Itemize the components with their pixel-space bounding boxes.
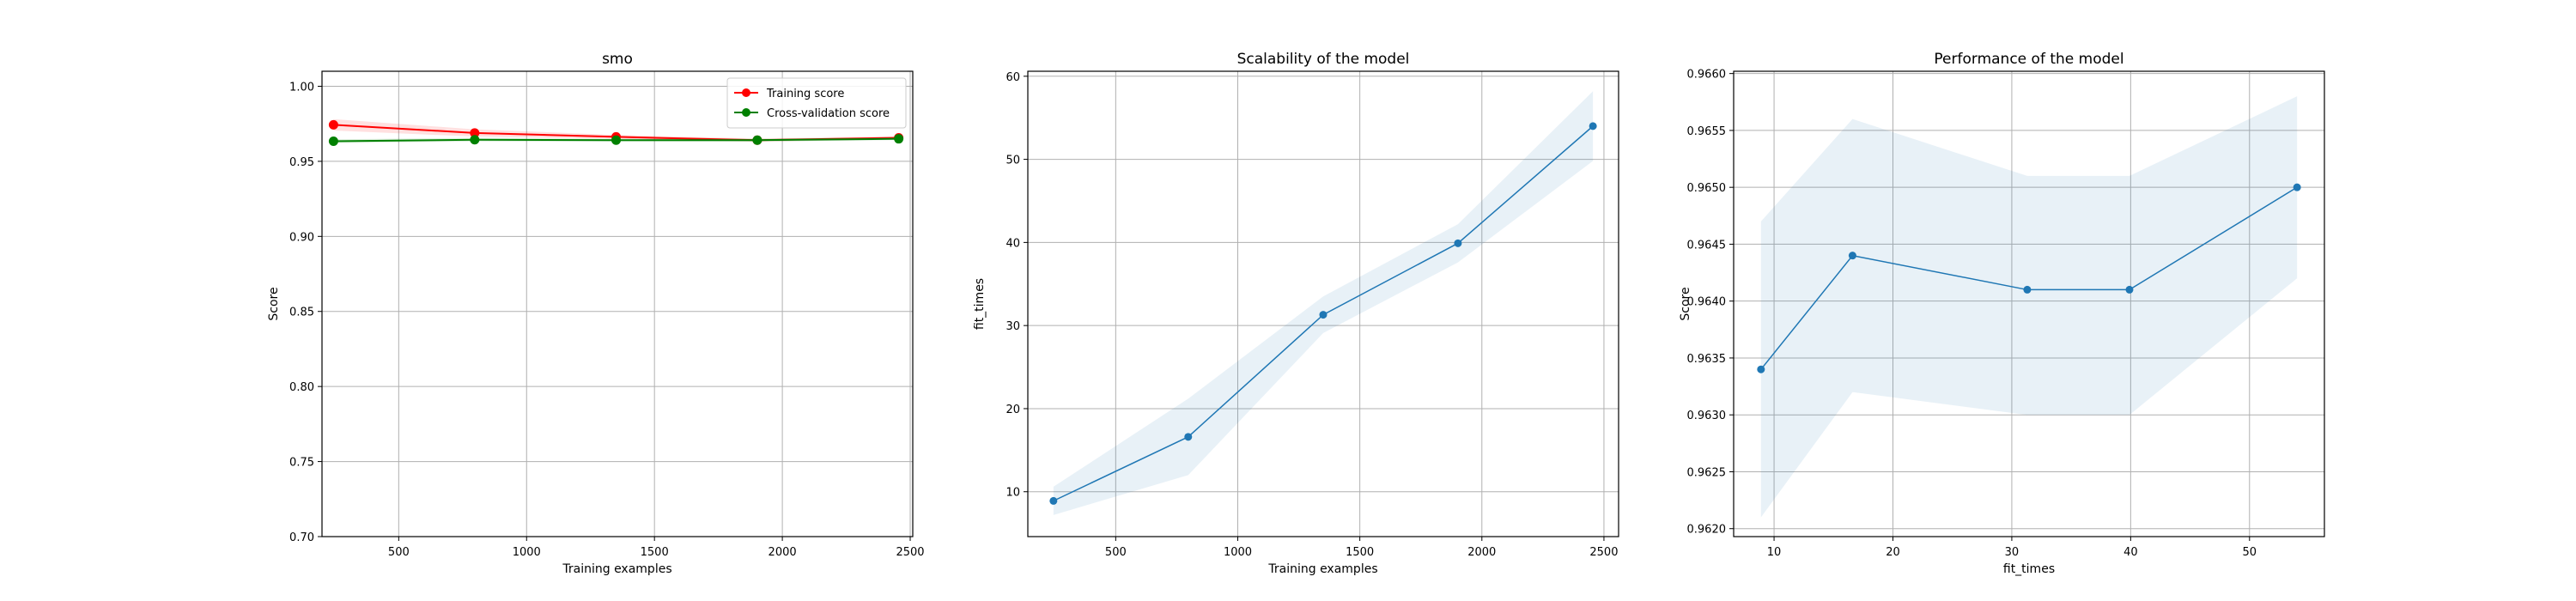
legend: Training score Cross-validation score xyxy=(726,77,907,129)
y-tick-label: 0.75 xyxy=(289,457,314,470)
x-tick-label: 2000 xyxy=(1467,546,1496,559)
data-point xyxy=(894,134,904,144)
y-tick-label: 0.9635 xyxy=(1687,353,1727,366)
plot-area xyxy=(1734,71,2324,537)
data-point xyxy=(752,135,762,145)
data-point xyxy=(328,136,338,146)
series-band xyxy=(1053,91,1594,515)
data-point xyxy=(1049,496,1058,505)
y-axis-label: Score xyxy=(1679,287,1692,320)
legend-marker xyxy=(742,108,750,117)
y-tick-label: 1.00 xyxy=(289,81,314,94)
y-tick-label: 0.9640 xyxy=(1687,296,1727,309)
y-tick-label: 0.9630 xyxy=(1687,410,1727,422)
x-tick-label: 2500 xyxy=(1589,546,1618,559)
data-point xyxy=(2125,285,2134,294)
chart-title: Performance of the model xyxy=(1934,51,2123,68)
data-point xyxy=(328,119,338,130)
y-tick-label: 50 xyxy=(1005,155,1020,167)
plots: 500 1000 1500 2000 2500 0.70 0.75 0.80 0.85 0.90 0… xyxy=(267,51,2325,576)
x-tick-label: 1500 xyxy=(641,546,669,559)
axes-frame xyxy=(1027,70,1619,537)
legend-label: Training score xyxy=(766,88,844,100)
data-point xyxy=(1454,239,1462,247)
data-point xyxy=(1848,252,1856,260)
data-point xyxy=(2023,285,2032,294)
x-tick-label: 50 xyxy=(2243,546,2257,559)
data-point xyxy=(470,128,480,138)
y-tick-label: 0.9620 xyxy=(1687,524,1727,537)
data-point xyxy=(1757,365,1765,373)
legend-box xyxy=(726,77,907,129)
x-axis-label: Training examples xyxy=(1267,562,1377,576)
axes-frame xyxy=(321,70,914,537)
x-tick-label: 1000 xyxy=(1224,546,1252,559)
data-point xyxy=(470,135,480,145)
x-tick-label: 500 xyxy=(388,546,410,559)
x-axis-label: fit_times xyxy=(2003,562,2055,576)
y-tick-label: 30 xyxy=(1005,320,1020,333)
chart-title: smo xyxy=(602,51,633,68)
y-tick-label: 0.95 xyxy=(289,156,314,169)
y-tick-label: 0.9650 xyxy=(1687,182,1727,195)
x-tick-label: 20 xyxy=(1886,546,1900,559)
data-point xyxy=(611,135,622,145)
data-point xyxy=(1184,433,1193,441)
legend-label: Cross-validation score xyxy=(767,107,890,120)
y-tick-label: 60 xyxy=(1005,71,1020,84)
x-tick-label: 1500 xyxy=(1346,546,1374,559)
x-tick-label: 1000 xyxy=(513,546,541,559)
y-tick-label: 40 xyxy=(1005,237,1020,250)
plot-area xyxy=(1028,71,1619,537)
y-tick-label: 10 xyxy=(1005,487,1020,500)
x-axis-label: Training examples xyxy=(562,562,671,576)
x-tick-label: 30 xyxy=(2005,546,2020,559)
y-tick-label: 0.70 xyxy=(289,531,314,544)
chart-2: 500 1000 1500 2000 2500 10 20 30 40 50 60 Scalabili… xyxy=(973,51,1619,576)
chart-1: 500 1000 1500 2000 2500 0.70 0.75 0.80 0.85 0.90 0… xyxy=(267,51,925,576)
data-point xyxy=(1319,311,1327,319)
chart-3: 10 20 30 40 50 0.9620 0.9625 0.9630 0.9635 0.9640… xyxy=(1679,51,2325,576)
x-tick-label: 2000 xyxy=(769,546,797,559)
y-tick-label: 0.9660 xyxy=(1687,69,1727,82)
y-axis-label: fit_times xyxy=(973,278,987,330)
x-tick-label: 2500 xyxy=(896,546,924,559)
series-band xyxy=(1760,96,2298,518)
y-tick-label: 0.9625 xyxy=(1687,466,1727,479)
y-tick-label: 0.90 xyxy=(289,231,314,244)
y-tick-label: 0.9645 xyxy=(1687,239,1727,252)
y-axis-label: Score xyxy=(267,287,281,320)
x-tick-label: 10 xyxy=(1767,546,1782,559)
x-tick-label: 500 xyxy=(1105,546,1127,559)
y-tick-label: 0.85 xyxy=(289,307,314,319)
legend-marker xyxy=(742,88,750,97)
plot-area xyxy=(322,71,913,537)
y-tick-label: 0.80 xyxy=(289,381,314,394)
y-tick-label: 0.9655 xyxy=(1687,125,1727,138)
chart-title: Scalability of the model xyxy=(1237,51,1410,68)
axes-frame xyxy=(1733,70,2325,537)
data-point xyxy=(2293,183,2301,191)
x-tick-label: 40 xyxy=(2123,546,2138,559)
y-tick-label: 20 xyxy=(1005,404,1020,416)
data-point xyxy=(1589,122,1597,131)
